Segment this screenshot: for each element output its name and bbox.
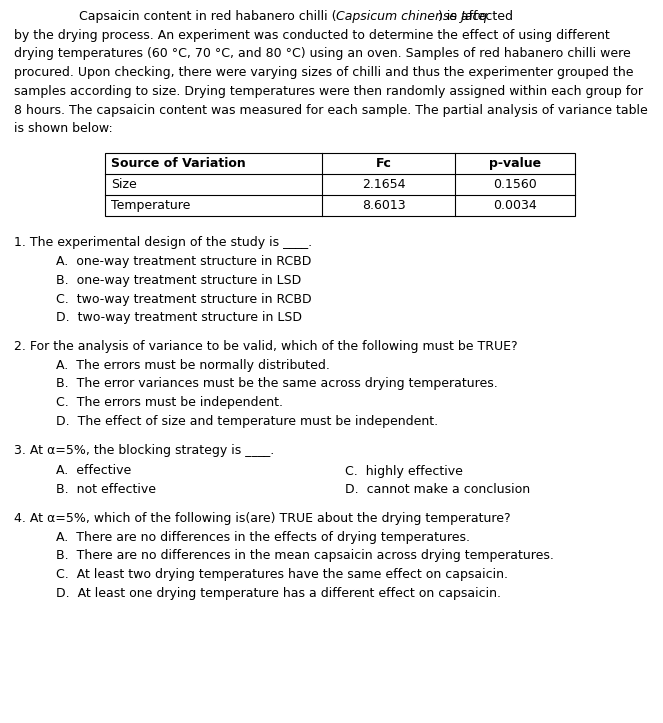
- Text: Capsaicin content in red habanero chilli (: Capsaicin content in red habanero chilli…: [79, 10, 337, 23]
- Text: 2.1654: 2.1654: [362, 179, 405, 192]
- Text: p-value: p-value: [489, 157, 541, 170]
- Text: 8 hours. The capsaicin content was measured for each sample. The partial analysi: 8 hours. The capsaicin content was measu…: [14, 103, 648, 116]
- Bar: [105, 153, 575, 216]
- Text: D.  The effect of size and temperature must be independent.: D. The effect of size and temperature mu…: [56, 415, 438, 428]
- Text: 2. For the analysis of variance to be valid, which of the following must be TRUE: 2. For the analysis of variance to be va…: [14, 340, 518, 353]
- Text: Size: Size: [111, 179, 137, 192]
- Text: A.  effective: A. effective: [56, 464, 131, 477]
- Text: by the drying process. An experiment was conducted to determine the effect of us: by the drying process. An experiment was…: [14, 29, 610, 42]
- Text: 0.0034: 0.0034: [493, 200, 537, 213]
- Text: D.  two-way treatment structure in LSD: D. two-way treatment structure in LSD: [56, 311, 302, 324]
- Text: Temperature: Temperature: [111, 200, 190, 213]
- Text: Fc: Fc: [375, 157, 391, 170]
- Text: A.  one-way treatment structure in RCBD: A. one-way treatment structure in RCBD: [56, 255, 312, 268]
- Text: C.  two-way treatment structure in RCBD: C. two-way treatment structure in RCBD: [56, 293, 312, 306]
- Text: C.  highly effective: C. highly effective: [345, 464, 463, 477]
- Text: C.  At least two drying temperatures have the same effect on capsaicin.: C. At least two drying temperatures have…: [56, 568, 508, 581]
- Text: B.  not effective: B. not effective: [56, 483, 156, 496]
- Text: procured. Upon checking, there were varying sizes of chilli and thus the experim: procured. Upon checking, there were vary…: [14, 67, 634, 80]
- Text: A.  There are no differences in the effects of drying temperatures.: A. There are no differences in the effec…: [56, 531, 470, 544]
- Text: D.  cannot make a conclusion: D. cannot make a conclusion: [345, 483, 530, 496]
- Text: samples according to size. Drying temperatures were then randomly assigned withi: samples according to size. Drying temper…: [14, 85, 643, 98]
- Text: Capsicum chinense Jacq.: Capsicum chinense Jacq.: [337, 10, 492, 23]
- Text: 4. At α=5%, which of the following is(are) TRUE about the drying temperature?: 4. At α=5%, which of the following is(ar…: [14, 512, 511, 525]
- Text: 3. At α=5%, the blocking strategy is ____.: 3. At α=5%, the blocking strategy is ___…: [14, 444, 274, 457]
- Text: is shown below:: is shown below:: [14, 122, 113, 135]
- Text: D.  At least one drying temperature has a different effect on capsaicin.: D. At least one drying temperature has a…: [56, 587, 501, 600]
- Text: 1. The experimental design of the study is ____.: 1. The experimental design of the study …: [14, 236, 312, 249]
- Text: C.  The errors must be independent.: C. The errors must be independent.: [56, 396, 283, 409]
- Text: drying temperatures (60 °C, 70 °C, and 80 °C) using an oven. Samples of red haba: drying temperatures (60 °C, 70 °C, and 8…: [14, 48, 631, 61]
- Text: B.  The error variances must be the same across drying temperatures.: B. The error variances must be the same …: [56, 377, 498, 390]
- Text: 0.1560: 0.1560: [493, 179, 537, 192]
- Text: B.  one-way treatment structure in LSD: B. one-way treatment structure in LSD: [56, 274, 301, 287]
- Text: A.  The errors must be normally distributed.: A. The errors must be normally distribut…: [56, 359, 330, 372]
- Text: Source of Variation: Source of Variation: [111, 157, 246, 170]
- Text: 8.6013: 8.6013: [362, 200, 405, 213]
- Text: ) is affected: ) is affected: [438, 10, 513, 23]
- Text: B.  There are no differences in the mean capsaicin across drying temperatures.: B. There are no differences in the mean …: [56, 549, 554, 562]
